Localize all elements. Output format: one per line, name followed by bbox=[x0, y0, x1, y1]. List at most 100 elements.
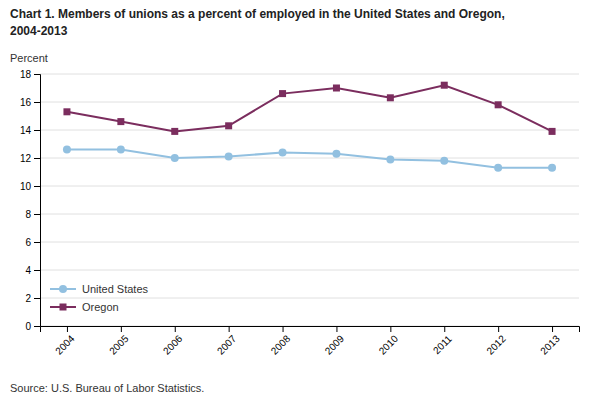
y-tick-mark bbox=[34, 158, 40, 159]
y-tick-mark bbox=[34, 242, 40, 243]
y-tick: 14 bbox=[20, 125, 40, 136]
line bbox=[67, 85, 552, 131]
y-tick-label: 14 bbox=[20, 125, 32, 136]
y-tick-label: 8 bbox=[25, 209, 31, 220]
x-tick-mark bbox=[67, 326, 68, 332]
legend-item: Oregon bbox=[50, 301, 119, 313]
point bbox=[279, 148, 287, 156]
y-tick: 10 bbox=[20, 181, 40, 192]
x-tick-mark bbox=[552, 326, 553, 332]
x-tick: 2007 bbox=[215, 326, 239, 357]
legend: United States Oregon bbox=[50, 283, 149, 313]
grid-line bbox=[40, 242, 579, 243]
y-tick-mark bbox=[34, 186, 40, 187]
y-tick-label: 0 bbox=[25, 321, 31, 332]
x-tick: 2008 bbox=[269, 326, 293, 357]
x-tick-mark bbox=[444, 326, 445, 332]
x-tick: 2011 bbox=[431, 326, 454, 356]
x-tick: 2006 bbox=[161, 326, 185, 357]
point bbox=[495, 101, 502, 108]
x-tick-mark bbox=[283, 326, 284, 332]
x-tick-label: 2009 bbox=[323, 333, 347, 357]
point bbox=[225, 153, 233, 161]
y-tick: 4 bbox=[25, 265, 40, 276]
grid-line bbox=[40, 158, 579, 159]
y-tick: 2 bbox=[25, 293, 40, 304]
y-tick: 18 bbox=[20, 69, 40, 80]
y-tick-mark bbox=[34, 214, 40, 215]
marks bbox=[63, 82, 556, 172]
chart: Chart 1. Members of unions as a percent … bbox=[0, 0, 599, 400]
y-axis-label: Percent bbox=[10, 52, 48, 64]
legend-label: Oregon bbox=[82, 301, 119, 313]
point bbox=[548, 164, 556, 172]
x-tick: 2013 bbox=[538, 326, 562, 357]
subtitle: 2004-2013 bbox=[10, 24, 68, 38]
x-tick-label: 2013 bbox=[538, 333, 562, 357]
x-tick: 2012 bbox=[484, 326, 508, 357]
y-tick-label: 6 bbox=[25, 237, 31, 248]
point bbox=[171, 128, 178, 135]
x-tick-mark bbox=[121, 326, 122, 332]
y-tick-label: 4 bbox=[25, 265, 31, 276]
point bbox=[171, 154, 179, 162]
x-tick: 2010 bbox=[377, 326, 401, 357]
y-tick-label: 16 bbox=[20, 97, 32, 108]
x-tick-label: 2012 bbox=[484, 333, 508, 357]
grid-line bbox=[40, 298, 579, 299]
point bbox=[63, 146, 71, 154]
x-tick-label: 2011 bbox=[431, 333, 454, 356]
y-tick-mark bbox=[34, 326, 40, 327]
point bbox=[63, 108, 70, 115]
grid-line bbox=[40, 186, 579, 187]
point bbox=[441, 82, 448, 89]
y-tick-mark bbox=[34, 74, 40, 75]
y-tick-label: 2 bbox=[25, 293, 31, 304]
point bbox=[117, 118, 124, 125]
point bbox=[279, 90, 286, 97]
line bbox=[67, 150, 552, 168]
x-tick: 2005 bbox=[107, 326, 131, 357]
plot: 0246810121416182004200520062007200820092… bbox=[20, 69, 580, 357]
point bbox=[225, 122, 232, 129]
x-axis: 2004 2005 2006 2007 2008 2009 2010 2011 2012 2013 bbox=[41, 326, 580, 357]
y-tick: 0 bbox=[25, 321, 40, 332]
x-tick-mark bbox=[498, 326, 499, 332]
grid-line bbox=[40, 214, 579, 215]
grid-line bbox=[40, 130, 579, 131]
grid-line bbox=[40, 74, 579, 75]
y-tick: 6 bbox=[25, 237, 40, 248]
point bbox=[549, 128, 556, 135]
y-tick-label: 10 bbox=[20, 181, 32, 192]
x-tick-label: 2007 bbox=[215, 333, 239, 357]
title: Chart 1. Members of unions as a percent … bbox=[10, 7, 505, 21]
y-tick: 16 bbox=[20, 97, 40, 108]
y-axis: 0 2 4 6 8 10 12 14 16 18 bbox=[20, 69, 41, 332]
y-tick: 8 bbox=[25, 209, 40, 220]
y-tick-label: 12 bbox=[20, 153, 32, 164]
x-axis-line bbox=[41, 327, 580, 333]
grid-line bbox=[40, 270, 579, 271]
x-tick-mark bbox=[175, 326, 176, 332]
y-tick-mark bbox=[34, 102, 40, 103]
legend-item: United States bbox=[50, 283, 149, 295]
source: Source: U.S. Bureau of Labor Statistics. bbox=[10, 382, 204, 394]
legend-marker bbox=[59, 285, 67, 293]
x-tick-mark bbox=[336, 326, 337, 332]
point bbox=[333, 85, 340, 92]
x-tick-mark bbox=[229, 326, 230, 332]
y-tick: 12 bbox=[20, 153, 40, 164]
point bbox=[117, 146, 125, 154]
x-tick: 2004 bbox=[53, 326, 77, 357]
y-tick-mark bbox=[34, 298, 40, 299]
y-tick-label: 18 bbox=[20, 69, 32, 80]
point bbox=[440, 157, 448, 165]
y-tick-mark bbox=[34, 130, 40, 131]
x-tick-label: 2005 bbox=[107, 333, 131, 357]
x-tick-label: 2008 bbox=[269, 333, 293, 357]
y-tick-mark bbox=[34, 270, 40, 271]
x-tick-label: 2010 bbox=[377, 333, 401, 357]
point bbox=[387, 94, 394, 101]
x-tick-label: 2004 bbox=[53, 333, 77, 357]
point bbox=[386, 155, 394, 163]
